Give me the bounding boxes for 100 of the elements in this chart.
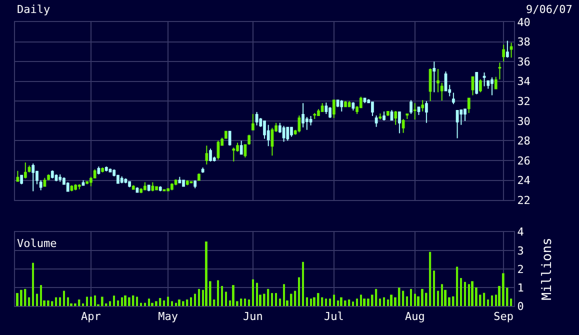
candlestick (298, 115, 301, 133)
bar (271, 293, 273, 306)
candlestick (66, 182, 70, 192)
candlestick (475, 71, 478, 95)
x-tick-label: May (158, 310, 178, 324)
candlestick (413, 102, 416, 120)
bar (59, 297, 61, 306)
candlestick (302, 102, 305, 128)
bar (502, 273, 504, 306)
candlestick (482, 72, 486, 87)
candlestick (313, 112, 316, 120)
bar (159, 298, 162, 306)
bar (406, 296, 408, 306)
bar (398, 288, 400, 306)
candlestick (417, 106, 420, 116)
candlestick (155, 186, 158, 191)
bar (256, 282, 258, 306)
candlestick (194, 180, 197, 189)
x-tick-label: Apr (81, 310, 102, 324)
candlestick (328, 106, 332, 118)
candlestick (502, 44, 506, 62)
bar (325, 298, 327, 306)
y-tick-label: 30 (517, 114, 530, 128)
candlestick (132, 184, 135, 190)
bar (333, 294, 335, 306)
bar (267, 288, 270, 306)
candlestick (440, 82, 444, 102)
bar (55, 297, 58, 306)
candlestick (144, 182, 146, 191)
candlestick (74, 184, 77, 191)
bar (383, 297, 385, 306)
bar (151, 302, 154, 306)
bar (340, 297, 342, 306)
candlestick (43, 177, 46, 187)
bar (363, 298, 366, 306)
candlestick (166, 188, 170, 192)
candlestick (97, 166, 100, 175)
bar (510, 298, 512, 306)
bar (163, 300, 166, 306)
candlestick (282, 125, 286, 142)
bar (94, 295, 96, 306)
candlestick (394, 110, 398, 126)
bar (221, 286, 223, 306)
bar (140, 302, 142, 306)
candlestick (28, 164, 31, 173)
bar (313, 297, 316, 306)
candlestick (270, 127, 274, 156)
bar (483, 292, 486, 306)
candlestick (510, 42, 513, 58)
candlestick (248, 134, 251, 146)
bar (352, 302, 354, 306)
bar (348, 300, 350, 306)
candlestick (82, 180, 85, 186)
candlestick (128, 180, 131, 188)
bar (402, 290, 404, 306)
y-tick-label: 1 (517, 281, 524, 294)
bar (40, 285, 42, 306)
bar (217, 280, 219, 306)
candlestick (428, 68, 432, 102)
bar (182, 301, 184, 306)
candlestick (178, 176, 182, 184)
candlestick (224, 130, 228, 140)
candlestick (255, 112, 258, 126)
bar (460, 278, 462, 306)
bar (356, 298, 358, 306)
bar (24, 288, 26, 306)
candlestick (39, 180, 42, 191)
x-tick-label: Jun (242, 310, 263, 324)
bar (390, 294, 393, 306)
candlestick (32, 162, 35, 192)
bar (329, 298, 331, 306)
bar (252, 279, 254, 306)
bar (379, 298, 381, 306)
bar (248, 300, 250, 306)
bar (132, 295, 134, 306)
bar (124, 295, 126, 306)
bar (136, 296, 138, 306)
candlestick (398, 112, 401, 134)
candlestick (506, 40, 509, 58)
bar (190, 297, 192, 306)
bar (375, 288, 378, 306)
bar (32, 262, 34, 306)
candlestick (151, 182, 154, 192)
candlestick (344, 100, 347, 108)
candlestick (86, 180, 89, 185)
candlestick (352, 102, 355, 112)
candlestick (340, 100, 344, 112)
candlestick (410, 100, 412, 115)
bar (155, 301, 158, 306)
candlestick (147, 184, 150, 192)
candlestick (286, 126, 290, 142)
candlestick (182, 180, 185, 187)
bar (244, 298, 246, 306)
candlestick (382, 111, 386, 121)
candlestick (471, 76, 474, 96)
bar (421, 288, 424, 306)
candlestick (425, 100, 428, 124)
bar (310, 298, 312, 306)
bar (144, 302, 146, 306)
candlestick (209, 148, 212, 162)
